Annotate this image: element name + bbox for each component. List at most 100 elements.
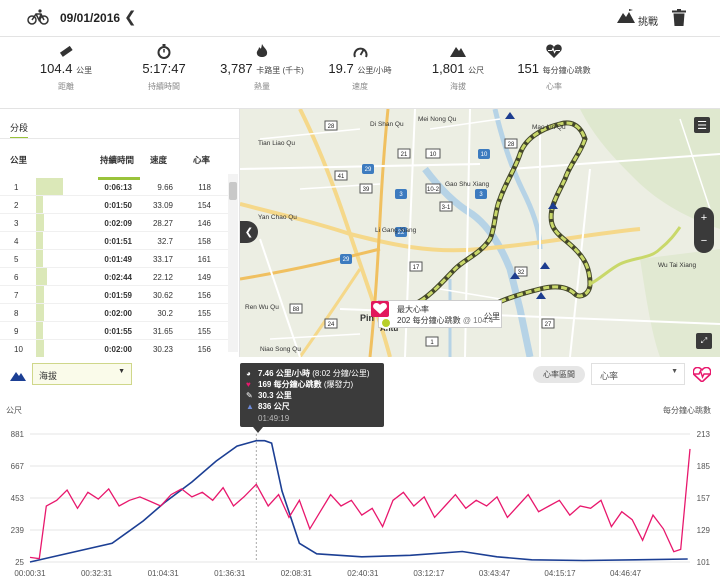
zoom-out-icon[interactable]: − xyxy=(700,235,708,247)
stat-speed: 19.7 公里/小時 速度 xyxy=(300,43,420,92)
column-header-heart-rate[interactable]: 心率 xyxy=(193,155,211,165)
collapse-panel-icon[interactable]: ❮ xyxy=(240,221,258,243)
svg-text:39: 39 xyxy=(363,187,370,193)
split-heart-rate: 146 xyxy=(197,219,211,228)
stat-calories: 3,787 卡路里 (千卡) 熱量 xyxy=(202,43,322,92)
split-heart-rate: 156 xyxy=(197,291,211,300)
split-duration: 0:06:13 xyxy=(104,183,132,192)
table-row[interactable]: 4 0:01:51 32.7 158 xyxy=(0,232,228,250)
popup-unit: 每分鐘心跳數 xyxy=(412,316,461,325)
table-row[interactable]: 1 0:06:13 9.66 118 xyxy=(0,178,228,196)
route-map[interactable]: 28 28 29 41 39 21 10 10-2 10 3-1 3 22 3 … xyxy=(240,109,720,357)
svg-text:Mao Lin Qu: Mao Lin Qu xyxy=(532,124,566,131)
summary-stats: 104.4 公里 距離 5:17:47 持續時間 3,787 卡路里 (千卡) … xyxy=(0,37,720,109)
split-speed: 30.62 xyxy=(152,291,173,300)
split-km: 8 xyxy=(14,309,19,318)
flame-icon xyxy=(202,43,322,59)
stat-distance: 104.4 公里 距離 xyxy=(6,43,126,92)
split-heart-rate: 149 xyxy=(197,273,211,282)
mountain-icon xyxy=(10,368,26,386)
x-tick-label: 01:04:31 xyxy=(148,569,180,578)
table-row[interactable]: 8 0:02:00 30.2 155 xyxy=(0,304,228,322)
heart-rate-icon xyxy=(692,366,712,387)
tab-splits[interactable]: 分段 xyxy=(10,121,29,139)
tooltip-arrow xyxy=(253,427,263,433)
split-duration: 0:01:51 xyxy=(104,237,132,246)
y-right-tick-label: 213 xyxy=(697,430,711,439)
fullscreen-icon[interactable]: ⤢ xyxy=(696,333,712,349)
table-row[interactable]: 5 0:01:49 33.17 161 xyxy=(0,250,228,268)
svg-text:Mei Nong Qu: Mei Nong Qu xyxy=(418,116,457,123)
x-tick-label: 03:12:17 xyxy=(413,569,445,578)
table-row[interactable]: 3 0:02:09 28.27 146 xyxy=(0,214,228,232)
stat-label: 速度 xyxy=(352,82,368,91)
column-header-duration[interactable]: 持續時間 xyxy=(100,155,135,165)
heart-icon: ♥ xyxy=(246,380,251,389)
right-metric-select[interactable]: 心率 ▼ xyxy=(591,363,685,385)
y-right-tick-label: 185 xyxy=(697,462,711,471)
table-row[interactable]: 2 0:01:50 33.09 154 xyxy=(0,196,228,214)
column-header-speed[interactable]: 速度 xyxy=(150,155,168,165)
split-km: 9 xyxy=(14,327,19,336)
challenge-button[interactable]: 挑戰 xyxy=(638,17,658,28)
challenge-icon[interactable] xyxy=(617,9,635,28)
zoom-control[interactable]: + − xyxy=(694,207,714,253)
stat-value: 151 xyxy=(517,61,540,76)
activity-date: 09/01/2016 xyxy=(60,11,121,25)
column-header-km[interactable]: 公里 xyxy=(10,155,28,165)
table-row[interactable]: 6 0:02:44 22.12 149 xyxy=(0,268,228,286)
menu-icon[interactable]: ☰ xyxy=(694,117,710,133)
y-right-tick-label: 157 xyxy=(697,494,711,503)
split-duration: 0:01:50 xyxy=(104,201,132,210)
max-heart-rate-marker[interactable] xyxy=(371,301,389,317)
stat-label: 海拔 xyxy=(450,82,466,91)
split-duration: 0:02:09 xyxy=(104,219,132,228)
popup-value: 202 xyxy=(397,316,411,325)
stat-unit: 公里 xyxy=(76,66,93,75)
split-km: 4 xyxy=(14,237,19,246)
split-duration: 0:01:59 xyxy=(104,291,132,300)
table-row[interactable]: 7 0:01:59 30.62 156 xyxy=(0,286,228,304)
right-axis-label: 每分鐘心跳數 xyxy=(663,406,711,415)
sort-indicator xyxy=(98,177,140,180)
trash-icon[interactable] xyxy=(672,9,686,31)
svg-text:Yan Chao Qu: Yan Chao Qu xyxy=(258,214,297,221)
svg-text:88: 88 xyxy=(293,307,300,313)
x-tick-label: 04:46:47 xyxy=(610,569,642,578)
scrollbar-thumb[interactable] xyxy=(229,182,237,200)
stat-value: 5:17:47 xyxy=(142,61,186,76)
split-duration-bar xyxy=(36,304,44,321)
stat-label: 持續時間 xyxy=(148,82,180,91)
chevron-left-icon[interactable]: ❮ xyxy=(124,9,137,26)
x-tick-label: 00:32:31 xyxy=(81,569,113,578)
stat-label: 熱量 xyxy=(254,82,270,91)
split-duration-bar xyxy=(36,232,43,249)
split-duration-bar xyxy=(36,340,44,357)
split-speed: 32.7 xyxy=(157,237,173,246)
splits-scrollbar[interactable] xyxy=(228,174,238,352)
tooltip-hr: 169 每分鐘心跳數 xyxy=(258,380,322,389)
svg-text:Wu Tai Xiang: Wu Tai Xiang xyxy=(658,262,696,269)
split-speed: 28.27 xyxy=(152,219,173,228)
split-heart-rate: 155 xyxy=(197,327,211,336)
mountain-icon xyxy=(398,43,518,59)
svg-text:28: 28 xyxy=(328,124,335,130)
y-left-tick-label: 881 xyxy=(11,430,25,439)
zoom-in-icon[interactable]: + xyxy=(700,212,708,224)
stat-unit: 公里/小時 xyxy=(357,66,392,75)
split-duration: 0:01:49 xyxy=(104,255,132,264)
table-row[interactable]: 9 0:01:55 31.65 155 xyxy=(0,322,228,340)
table-row[interactable]: 10 0:02:00 30.23 156 xyxy=(0,340,228,357)
stat-label: 心率 xyxy=(546,82,562,91)
elevation-heart-rate-chart[interactable]: 25 239 453 667 881 101 129 157 185 213 00:00:31 00:… xyxy=(0,420,720,578)
tooltip-distance: 30.3 公里 xyxy=(258,391,292,400)
svg-text:28: 28 xyxy=(508,142,515,148)
left-metric-select[interactable]: 海拔 ▼ xyxy=(32,363,132,385)
hr-zones-button[interactable]: 心率區間 xyxy=(533,366,585,383)
svg-text:17: 17 xyxy=(413,265,420,271)
svg-text:Antu: Antu xyxy=(380,324,398,333)
split-speed: 30.2 xyxy=(157,309,173,318)
split-duration-bar xyxy=(36,268,47,285)
stat-label: 距離 xyxy=(58,82,74,91)
split-duration-bar xyxy=(36,286,44,303)
